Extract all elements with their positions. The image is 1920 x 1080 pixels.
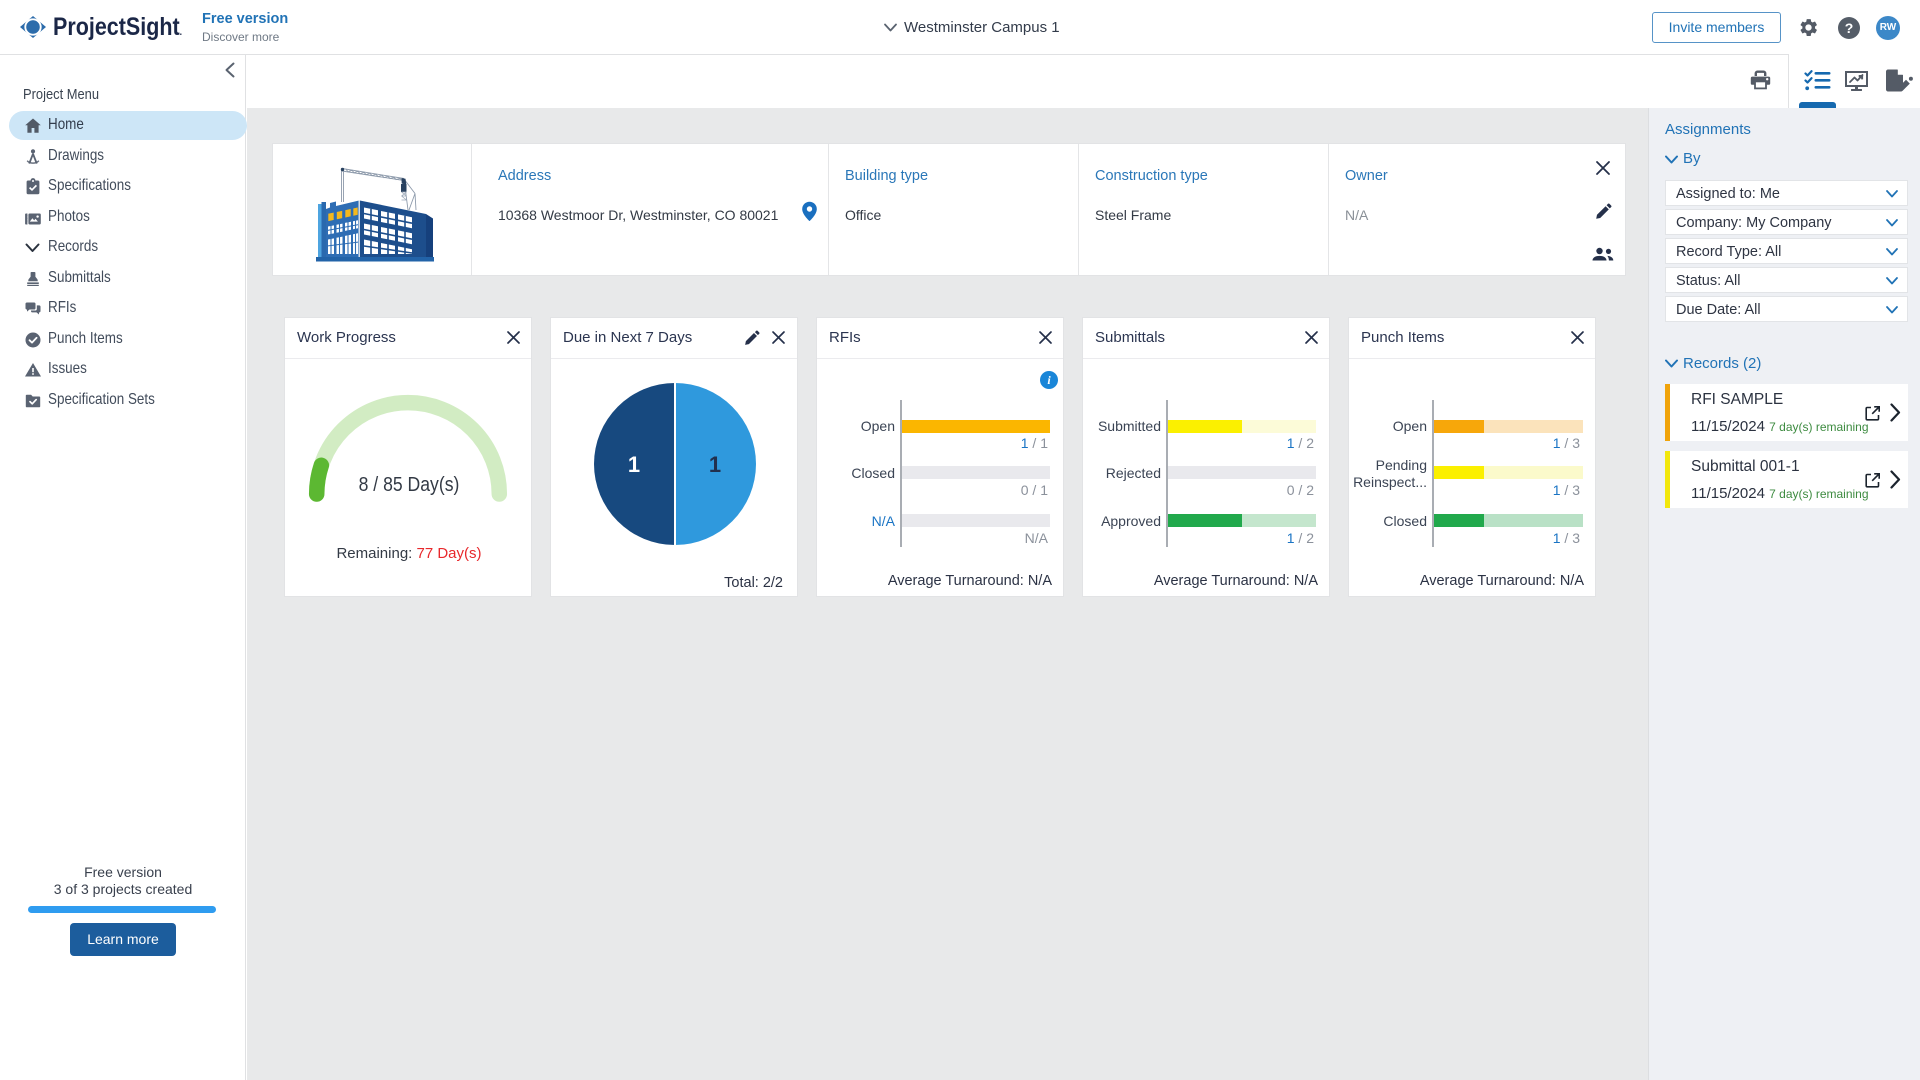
svg-text:1: 1 <box>628 452 640 477</box>
svg-text:1: 1 <box>709 452 721 477</box>
